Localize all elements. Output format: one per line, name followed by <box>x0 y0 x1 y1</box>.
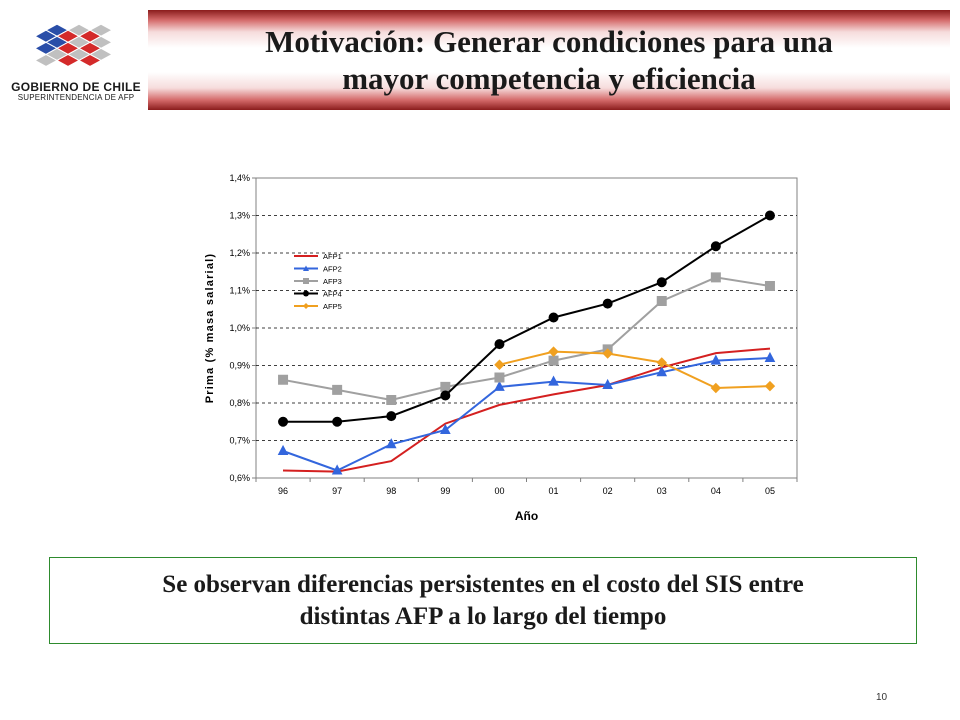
point-afp5 <box>602 348 613 359</box>
point-afp2 <box>494 380 505 391</box>
x-tick-label: 05 <box>765 486 775 496</box>
title-banner: Motivación: Generar condiciones para una… <box>148 10 950 110</box>
y-tick-label: 1,1% <box>229 286 250 296</box>
series-line-afp1 <box>282 347 771 473</box>
point-afp3 <box>656 296 667 306</box>
point-afp5 <box>764 380 776 392</box>
logo-cube <box>55 53 81 68</box>
y-tick-label: 0,8% <box>229 398 250 408</box>
y-tick-label: 0,6% <box>229 473 250 483</box>
chart-svg: 0,6% 0,7% 0,8% 0,9% 1,0% 1,1% 1,2% 1,3% 1,4% 96 97… <box>204 173 798 523</box>
y-tick-label: 1,2% <box>229 248 250 258</box>
point-afp5 <box>710 382 722 394</box>
point-afp4 <box>386 411 397 422</box>
point-afp2 <box>548 375 559 386</box>
point-afp3 <box>710 272 721 283</box>
x-tick-label: 02 <box>603 486 613 496</box>
y-tick-label: 1,4% <box>229 173 250 183</box>
x-tick-label: 98 <box>386 486 396 496</box>
page-number: 10 <box>876 692 888 703</box>
point-afp3 <box>440 381 451 392</box>
x-tick-label: 96 <box>278 486 288 496</box>
point-afp2 <box>277 444 289 455</box>
y-tick-label: 0,9% <box>229 361 250 371</box>
point-afp3 <box>548 355 559 366</box>
conclusion-line2: distintas AFP a lo largo del tiempo <box>299 602 667 630</box>
legend-marker-afp2 <box>303 265 309 271</box>
point-afp2 <box>385 438 397 449</box>
series-line-afp3 <box>282 276 771 402</box>
legend-marker-afp4 <box>303 290 309 297</box>
slide-title-line2: mayor competencia y eficiencia <box>342 61 756 96</box>
y-tick-label: 1,3% <box>229 211 250 221</box>
legend-marker-afp5 <box>303 303 309 309</box>
conclusion-box: Se observan diferencias persistentes en … <box>49 557 917 644</box>
point-afp5 <box>548 346 559 357</box>
legend-label-afp4: AFP4 <box>323 290 342 299</box>
legend-label-afp2: AFP2 <box>323 265 342 274</box>
y-tick-label: 0,7% <box>229 436 250 446</box>
logo-emblem <box>33 23 114 68</box>
legend-marker-afp3 <box>303 278 309 284</box>
x-axis-label: Año <box>515 509 538 523</box>
slide-title-line1: Motivación: Generar condiciones para una <box>265 24 833 59</box>
logo-cube <box>33 53 59 68</box>
point-afp2 <box>764 351 776 362</box>
legend-label-afp5: AFP5 <box>323 302 342 311</box>
point-afp4 <box>602 298 613 309</box>
point-afp2 <box>602 378 613 389</box>
legend-label-afp1: AFP1 <box>323 252 342 261</box>
x-tick-label: 99 <box>440 486 450 496</box>
point-afp4 <box>440 390 451 401</box>
series-line-afp5 <box>499 350 771 390</box>
x-tick-label: 03 <box>657 486 667 496</box>
slide-title: Motivación: Generar condiciones para una… <box>265 23 833 97</box>
point-afp4 <box>764 210 775 221</box>
point-afp3 <box>278 374 289 385</box>
point-afp4 <box>494 339 505 350</box>
x-tick-label: 00 <box>494 486 504 496</box>
legend-label-afp3: AFP3 <box>323 277 342 286</box>
point-afp3 <box>386 395 397 405</box>
series-line-afp4 <box>283 214 771 423</box>
point-afp4 <box>548 312 559 323</box>
y-axis-label: Prima (% masa salarial) <box>204 253 216 404</box>
point-afp3 <box>764 281 775 291</box>
x-tick-label: 01 <box>549 486 559 496</box>
point-afp4 <box>710 241 721 252</box>
point-afp4 <box>332 416 343 427</box>
point-afp4 <box>656 277 667 288</box>
x-tick-label: 04 <box>711 486 721 496</box>
point-afp3 <box>332 384 343 395</box>
logo-org-name: GOBIERNO DE CHILE <box>11 80 141 94</box>
conclusion-text: Se observan diferencias persistentes en … <box>162 569 803 633</box>
x-tick-label: 97 <box>332 486 342 496</box>
point-afp5 <box>656 357 667 368</box>
point-afp2 <box>331 464 343 475</box>
point-afp3 <box>494 372 505 383</box>
logo-org-subtitle: SUPERINTENDENCIA DE AFP <box>17 93 135 102</box>
point-afp2 <box>710 354 722 365</box>
series-line-afp2 <box>282 357 771 472</box>
premium-line-chart: 0,6% 0,7% 0,8% 0,9% 1,0% 1,1% 1,2% 1,3% 1,4% 96 97… <box>185 163 803 533</box>
conclusion-line1: Se observan diferencias persistentes en … <box>162 570 804 598</box>
logo-cube <box>77 53 103 68</box>
point-afp2 <box>656 366 668 377</box>
y-tick-label: 1,0% <box>229 323 250 333</box>
point-afp2 <box>440 423 451 434</box>
point-afp4 <box>278 416 289 427</box>
point-afp5 <box>494 359 505 370</box>
